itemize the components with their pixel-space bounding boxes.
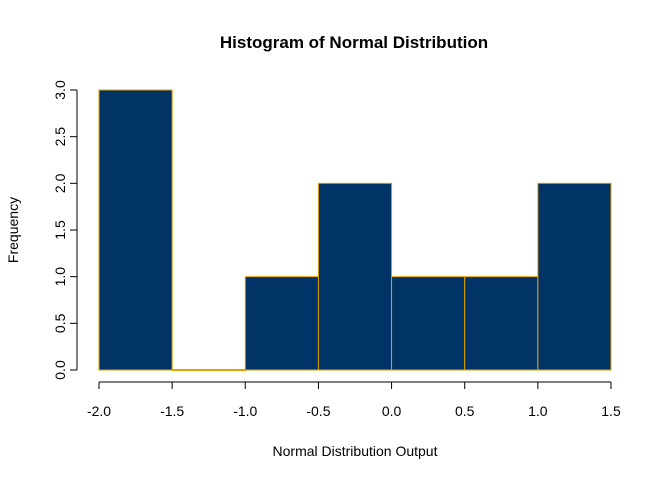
x-tick-label: -0.5 xyxy=(306,403,330,419)
histogram-bar xyxy=(317,182,393,371)
y-tick-label: 3.0 xyxy=(52,80,68,100)
x-axis: -2.0 -1.5 -1.0 -0.5 0.0 0.5 1.0 1.5 xyxy=(87,381,621,419)
histogram-bar xyxy=(464,276,539,371)
y-tick-label: 0.5 xyxy=(52,313,68,333)
x-tick-label: 0.0 xyxy=(382,403,402,419)
histogram-bar xyxy=(391,276,466,371)
x-axis-title: Normal Distribution Output xyxy=(273,443,438,459)
histogram-bar xyxy=(171,369,246,371)
histogram-bar xyxy=(98,89,173,371)
chart-title: Histogram of Normal Distribution xyxy=(220,33,488,52)
x-tick-label: -2.0 xyxy=(87,403,111,419)
y-tick-label: 1.5 xyxy=(52,220,68,240)
y-axis-title: Frequency xyxy=(5,197,21,263)
x-tick-label: 1.0 xyxy=(528,403,548,419)
x-tick-label: 1.5 xyxy=(601,403,621,419)
histogram-bar xyxy=(244,276,319,371)
y-axis: 0.0 0.5 1.0 1.5 2.0 2.5 3.0 xyxy=(52,80,78,380)
bars-group xyxy=(98,89,612,371)
y-tick-label: 0.0 xyxy=(52,360,68,380)
y-tick-label: 2.0 xyxy=(52,173,68,193)
histogram-bar xyxy=(537,182,612,371)
x-tick-label: -1.5 xyxy=(160,403,184,419)
y-tick-label: 2.5 xyxy=(52,127,68,147)
x-tick-label: -1.0 xyxy=(233,403,257,419)
x-tick-label: 0.5 xyxy=(455,403,475,419)
y-tick-label: 1.0 xyxy=(52,267,68,287)
